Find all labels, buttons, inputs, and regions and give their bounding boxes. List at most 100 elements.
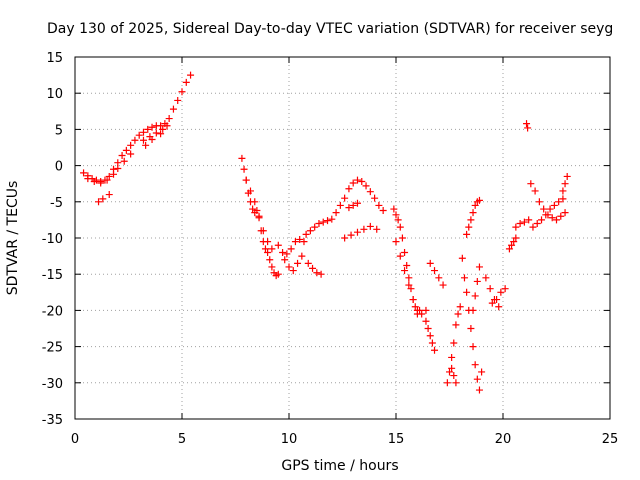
data-point (127, 141, 135, 149)
data-point (548, 214, 556, 222)
data-point (95, 198, 103, 206)
data-point (139, 136, 147, 144)
data-point (148, 136, 156, 144)
data-point (341, 234, 349, 242)
x-axis-label: GPS time / hours (281, 458, 398, 474)
data-point (300, 238, 308, 246)
data-point (550, 201, 558, 209)
data-point (452, 379, 460, 387)
data-point (443, 379, 451, 387)
data-point (524, 124, 532, 132)
y-tick-label: -15 (42, 268, 63, 283)
data-point (448, 364, 456, 372)
data-point (366, 222, 374, 230)
data-point (274, 241, 282, 249)
data-point (379, 206, 387, 214)
data-point (527, 180, 535, 188)
data-point (317, 270, 325, 278)
data-point (349, 179, 357, 187)
data-point (97, 179, 105, 187)
data-point (473, 277, 481, 285)
data-point (281, 256, 289, 264)
y-axis-label: SDTVAR / TECUs (5, 181, 21, 296)
data-point (249, 205, 257, 213)
data-point (255, 212, 263, 220)
data-point (302, 230, 310, 238)
data-point (353, 228, 361, 236)
data-point (493, 296, 501, 304)
data-point (287, 245, 295, 253)
data-point (90, 178, 98, 186)
data-point (103, 176, 111, 184)
data-point (105, 172, 113, 180)
data-point (426, 259, 434, 267)
data-point (264, 238, 272, 246)
data-point (328, 215, 336, 223)
data-point (291, 238, 299, 246)
data-point (424, 325, 432, 332)
data-point (319, 218, 327, 226)
data-point (398, 234, 406, 242)
data-point (510, 238, 518, 246)
data-point (495, 303, 503, 311)
data-point (448, 353, 456, 361)
data-point (375, 201, 383, 209)
data-point (279, 248, 287, 256)
data-point (486, 285, 494, 293)
data-point (405, 281, 413, 289)
data-point (505, 245, 513, 253)
data-point (152, 129, 160, 137)
data-point (289, 267, 297, 275)
data-point (501, 285, 509, 293)
data-point (285, 263, 293, 271)
data-point (431, 267, 439, 275)
data-point (266, 256, 274, 264)
data-point (163, 122, 171, 130)
data-point (394, 216, 402, 224)
data-point (178, 88, 186, 96)
data-point (259, 227, 267, 235)
data-point (435, 274, 443, 282)
x-tick-label: 20 (495, 432, 512, 447)
data-point (482, 274, 490, 282)
data-point (512, 223, 520, 231)
data-point (118, 151, 126, 159)
data-point (392, 238, 400, 246)
data-point (450, 372, 458, 380)
y-tick-label: -25 (42, 341, 63, 356)
x-tick-label: 15 (388, 432, 405, 447)
x-tick-label: 10 (281, 432, 298, 447)
data-point (559, 195, 567, 203)
data-point (105, 191, 113, 199)
data-point (127, 150, 135, 158)
data-point (523, 120, 531, 128)
data-point (407, 285, 415, 293)
data-point (142, 141, 150, 149)
data-point (516, 220, 524, 228)
data-point (294, 259, 302, 267)
data-point (148, 123, 156, 131)
data-point (469, 209, 477, 217)
data-point (353, 199, 361, 207)
data-point (264, 248, 272, 256)
data-point (469, 306, 477, 314)
data-point (458, 254, 466, 262)
data-point (157, 122, 165, 130)
data-point (454, 310, 462, 318)
data-point (165, 115, 173, 123)
data-point (533, 220, 541, 228)
chart-title: Day 130 of 2025, Sidereal Day-to-day VTE… (47, 21, 613, 37)
data-point (456, 303, 464, 311)
y-tick-label: 15 (46, 51, 63, 66)
data-point (345, 185, 353, 193)
y-tick-label: -30 (42, 377, 63, 392)
data-point (311, 223, 319, 231)
data-point (306, 227, 314, 235)
data-point (332, 209, 340, 217)
data-point (392, 211, 400, 219)
data-point (139, 128, 147, 136)
data-point (531, 187, 539, 195)
data-point (360, 225, 368, 233)
data-point (538, 216, 546, 224)
